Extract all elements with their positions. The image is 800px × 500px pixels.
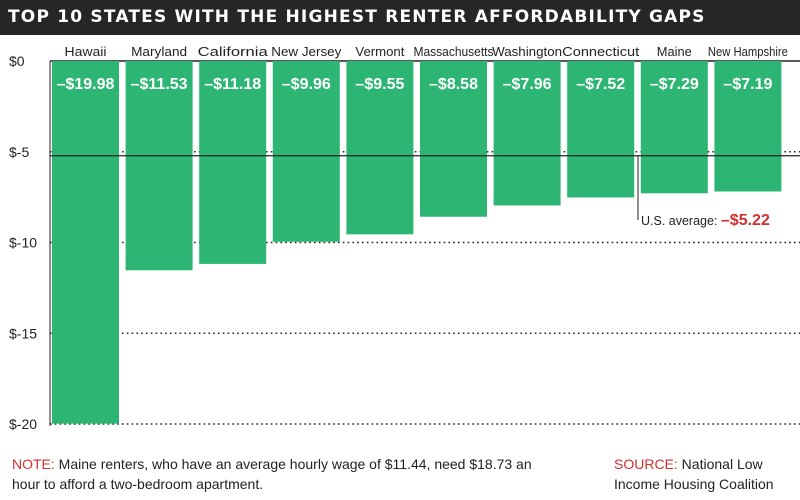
data-label: –$7.29 — [650, 76, 699, 93]
us-average-value: –$5.22 — [721, 212, 770, 229]
bar — [420, 61, 487, 217]
x-tick-label: Vermont — [355, 45, 405, 59]
data-label: –$7.52 — [576, 76, 625, 93]
bar — [493, 61, 561, 206]
source-text: SOURCE: National Low Income Housing Coal… — [614, 454, 800, 494]
data-label: –$7.96 — [503, 76, 552, 93]
bar — [567, 61, 635, 198]
bar — [125, 61, 193, 271]
data-label: –$11.18 — [204, 76, 261, 93]
data-label: –$9.55 — [355, 76, 404, 93]
note-body: Maine renters, who have an average hourl… — [12, 456, 532, 492]
bar — [52, 61, 119, 424]
bar — [199, 61, 267, 264]
x-tick-label: New Jersey — [271, 45, 342, 59]
source-tag: SOURCE: — [614, 456, 678, 472]
source-body: National Low Income Housing Coalition — [614, 456, 774, 492]
data-label: –$19.98 — [57, 76, 115, 93]
x-tick-label: New Hampshire — [708, 45, 788, 59]
bar-chart: $0 $-5 $-10 $-15 $-20 Hawaii –$19.98 Maryland –$… — [9, 45, 800, 432]
x-tick-label: Maine — [657, 45, 692, 59]
bar — [272, 61, 340, 242]
y-tick-label: $-5 — [9, 144, 29, 160]
bar — [346, 61, 414, 235]
x-tick-label: California — [198, 45, 268, 59]
chart-title: TOP 10 STATES WITH THE HIGHEST RENTER AF… — [8, 7, 706, 27]
us-average-label: U.S. average: — [641, 214, 721, 228]
x-tick-label: Washington — [492, 45, 562, 59]
x-tick-label: Maryland — [131, 45, 187, 59]
y-tick-label: $0 — [9, 53, 25, 69]
y-tick-label: $-15 — [9, 325, 37, 341]
data-label: –$11.53 — [131, 76, 188, 93]
data-label: –$7.19 — [723, 76, 772, 93]
x-tick-label: Connecticut — [562, 45, 640, 59]
bar — [640, 61, 708, 194]
data-label: –$8.58 — [429, 76, 478, 93]
bar — [714, 61, 782, 192]
y-tick-label: $-20 — [9, 416, 37, 432]
data-label: –$9.96 — [282, 76, 331, 93]
x-tick-label: Massachusetts — [414, 45, 494, 59]
title-bar: TOP 10 STATES WITH THE HIGHEST RENTER AF… — [0, 0, 800, 35]
y-tick-label: $-10 — [9, 235, 37, 251]
note-tag: NOTE: — [12, 456, 55, 472]
note-text: NOTE: Maine renters, who have an average… — [12, 454, 532, 494]
x-tick-label: Hawaii — [65, 45, 107, 59]
us-average-annotation: U.S. average: –$5.22 — [641, 212, 770, 229]
